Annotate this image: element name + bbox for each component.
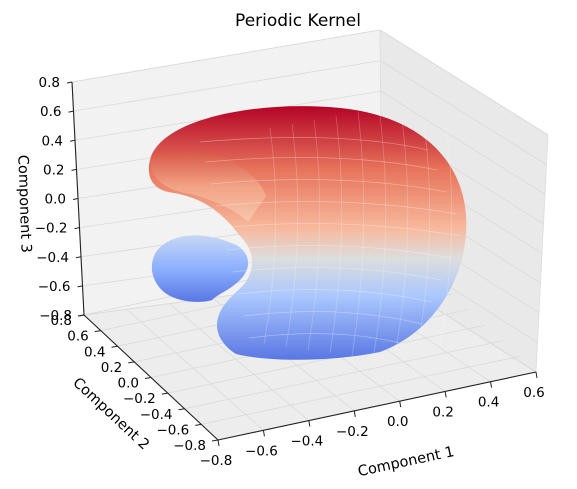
x-tick-label: 0.2 xyxy=(432,404,453,420)
surface-lower-curl xyxy=(151,235,249,302)
surface-mesh-line xyxy=(215,201,457,215)
x-tick-mark xyxy=(490,381,493,388)
x-tick-mark xyxy=(444,391,447,398)
z-tick-mark xyxy=(77,285,83,288)
x-tick-label: −0.6 xyxy=(245,443,278,459)
z-axis-label: Component 3 xyxy=(14,155,33,254)
y-tick-label: −0.8 xyxy=(173,438,206,454)
z-tick-label: 0.8 xyxy=(39,75,60,91)
z-tick-label: −0.8 xyxy=(39,308,72,324)
surface-mesh-line xyxy=(329,115,343,354)
x-tick-label: 0.6 xyxy=(523,385,544,401)
surface-inner-fold xyxy=(150,151,266,222)
y-tick-label: −0.2 xyxy=(123,391,156,407)
y-tick-label: 0.4 xyxy=(84,344,105,360)
surface-mesh-line xyxy=(204,157,438,171)
y-tick-mark xyxy=(128,361,135,364)
surface-mesh-line xyxy=(417,123,431,348)
surface-mesh-line xyxy=(232,267,442,281)
y-gridline xyxy=(184,340,503,410)
x-tick-label: −0.4 xyxy=(290,434,323,450)
z-tick-label: −0.2 xyxy=(35,221,68,237)
chart-title: Periodic Kernel xyxy=(235,11,361,31)
surface-mesh-line xyxy=(199,137,429,151)
surface-mesh-line xyxy=(373,115,387,354)
y-tick-label: −0.4 xyxy=(140,407,173,423)
surface-mesh-line xyxy=(395,119,409,351)
surface-mesh-line xyxy=(351,111,365,357)
x-gridline xyxy=(169,303,310,421)
z-gridline xyxy=(74,90,546,195)
x-tick-label: −0.2 xyxy=(336,424,369,440)
x-tick-mark xyxy=(217,439,220,447)
y-gridline xyxy=(201,355,520,425)
z-gridline xyxy=(73,60,547,165)
surface-mesh-line xyxy=(263,127,277,345)
surface-mesh-line xyxy=(221,223,462,237)
y-tick-label: −0.6 xyxy=(156,422,189,438)
y-tick-mark xyxy=(111,345,118,348)
x-axis-label: Component 1 xyxy=(357,444,456,480)
z-tick-mark xyxy=(72,198,79,200)
z-tick-label: −0.4 xyxy=(36,250,69,266)
z-tick-label: −0.6 xyxy=(38,279,71,295)
z-gridline xyxy=(71,29,549,136)
x-tick-label: −0.8 xyxy=(200,453,233,469)
y-tick-mark xyxy=(211,439,219,442)
x-axis-line xyxy=(217,371,537,441)
x-tick-mark xyxy=(308,420,311,427)
y-tick-label: 0.2 xyxy=(101,360,122,376)
surface-wireframe xyxy=(199,111,462,357)
z-tick-label: 0.4 xyxy=(42,133,63,149)
surface-mesh-line xyxy=(243,311,422,325)
y-tick-label: 0.8 xyxy=(51,313,72,329)
z-tick-label: 0.0 xyxy=(45,192,66,208)
surface-mesh-line xyxy=(237,289,432,303)
y-tick-mark xyxy=(94,330,101,333)
y-tick-label: 0.6 xyxy=(67,329,88,345)
x-tick-label: 0.4 xyxy=(478,395,499,411)
periodic-kernel-surface xyxy=(148,106,467,360)
z-tick-mark xyxy=(69,139,76,142)
surface-mesh-line xyxy=(439,127,453,345)
z-tick-mark xyxy=(78,314,85,317)
y-tick-label: 0.0 xyxy=(118,376,139,392)
z-tick-mark xyxy=(75,256,82,259)
y-tick-mark xyxy=(178,408,185,411)
x-tick-label: 0.0 xyxy=(387,414,408,430)
x-tick-mark xyxy=(535,371,538,379)
surface-mesh-line xyxy=(307,119,321,351)
z-tick-mark xyxy=(74,227,80,230)
surface-mesh-line xyxy=(210,179,447,193)
y-tick-mark xyxy=(161,392,168,395)
z-tick-mark xyxy=(66,81,73,84)
z-tick-mark xyxy=(71,168,77,171)
surface-mesh-line xyxy=(226,245,452,259)
x-tick-mark xyxy=(353,410,356,417)
surface-mesh-line xyxy=(248,333,412,347)
x-tick-mark xyxy=(399,401,402,408)
z-tick-mark xyxy=(68,110,74,113)
x-gridline xyxy=(126,308,264,431)
y-tick-mark xyxy=(144,377,152,379)
y-gridline xyxy=(167,324,486,394)
surface-mesh-line xyxy=(285,123,299,348)
chart-ticks: −0.8−0.6−0.4−0.20.00.20.40.6−0.8−0.6−0.4… xyxy=(35,75,545,469)
y-tick-mark xyxy=(195,423,202,426)
z-tick-label: 0.2 xyxy=(43,162,64,178)
z-tick-label: 0.6 xyxy=(40,104,61,120)
x-tick-mark xyxy=(262,430,265,437)
